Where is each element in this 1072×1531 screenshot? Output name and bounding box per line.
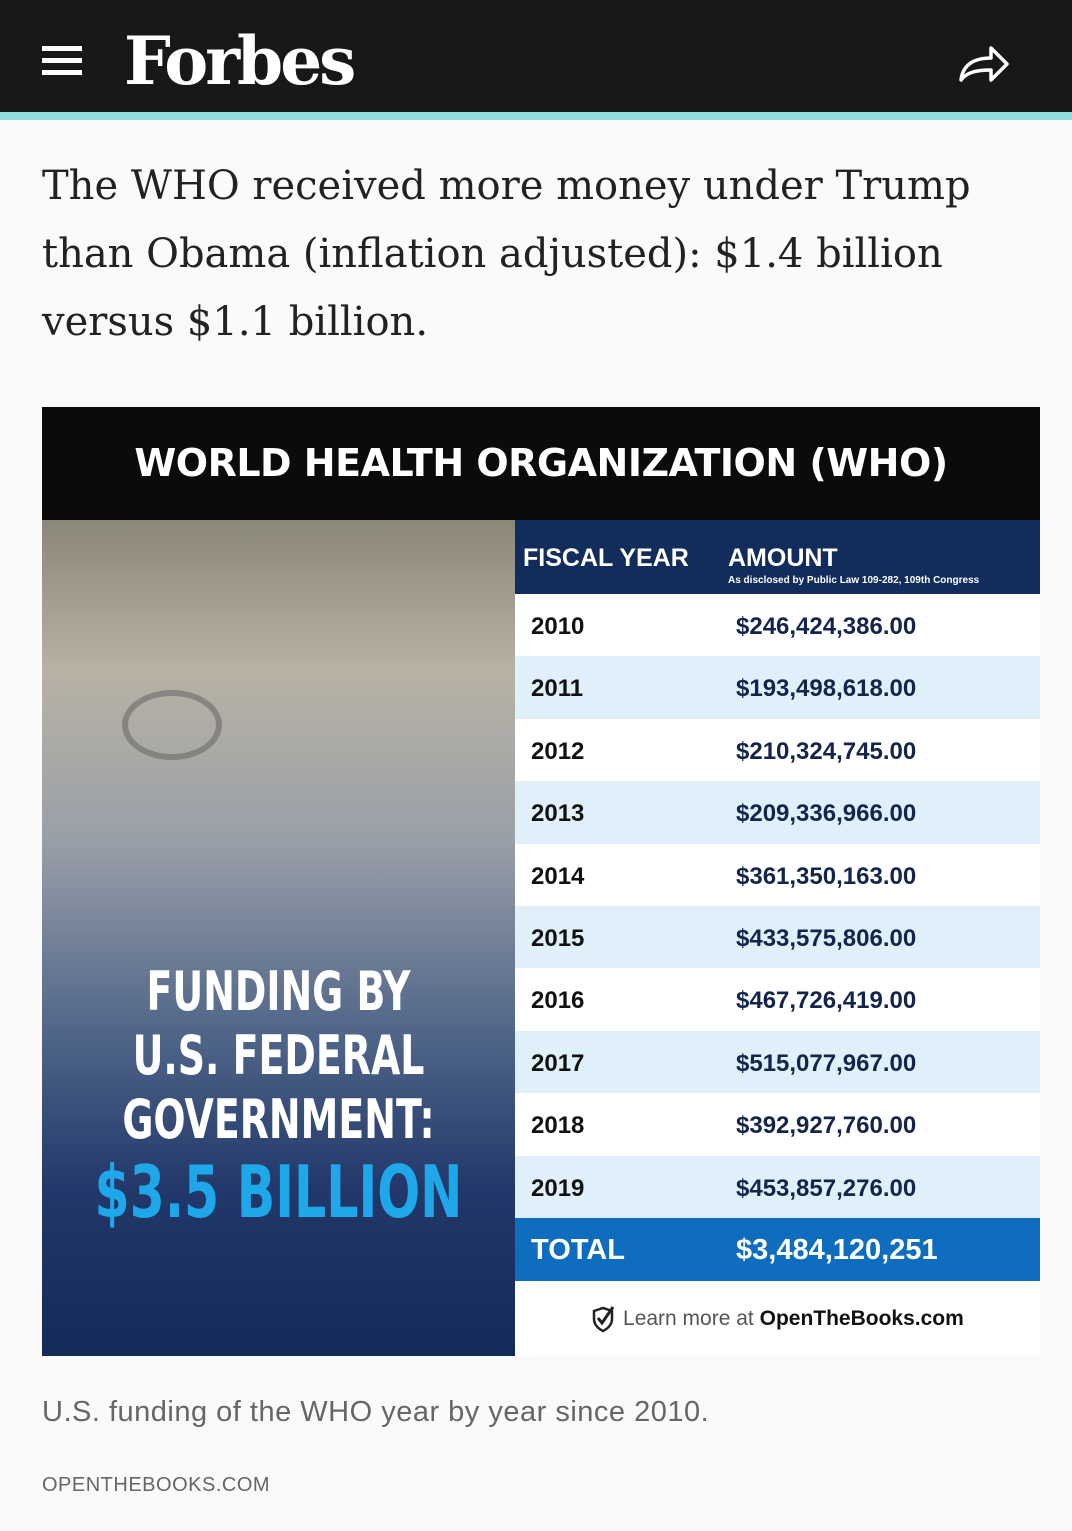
table-row: 2010 $246,424,386.00 [515, 594, 1040, 657]
portrait-eye-detail [122, 690, 222, 760]
funding-table: FISCAL YEAR AMOUNT As disclosed by Publi… [515, 520, 1040, 1356]
table-row: 2016 $467,726,419.00 [515, 968, 1040, 1031]
row-amount: $453,857,276.00 [736, 1174, 917, 1202]
amount-note: As disclosed by Public Law 109-282, 109t… [728, 575, 980, 586]
table-row: 2013 $209,336,966.00 [515, 781, 1040, 844]
table-row: 2019 $453,857,276.00 [515, 1155, 1040, 1218]
table-row: 2011 $193,498,618.00 [515, 656, 1040, 719]
funding-line: GOVERNMENT: [122, 1088, 435, 1151]
learn-more-prefix: Learn more at [623, 1306, 754, 1330]
total-value: $3,484,120,251 [736, 1233, 938, 1266]
learn-more-link[interactable]: Learn more at OpenTheBooks.com [515, 1281, 1040, 1356]
table-row: 2015 $433,575,806.00 [515, 905, 1040, 969]
row-year: 2018 [531, 1112, 585, 1140]
article-lead-text: The WHO received more money under Trump … [42, 163, 971, 345]
learn-more-site: OpenTheBooks.com [759, 1306, 964, 1330]
row-amount: $515,077,967.00 [736, 1049, 917, 1077]
row-year: 2014 [531, 862, 585, 890]
table-row: 2017 $515,077,967.00 [515, 1030, 1040, 1094]
row-year: 2015 [531, 924, 585, 952]
table-body: 2010 $246,424,386.00 2011 $193,498,618.00 20… [515, 594, 1040, 1218]
row-amount: $209,336,966.00 [736, 800, 917, 828]
banknote-portrait-image: FUNDING BY U.S. FEDERAL GOVERNMENT: $3.5… [42, 520, 515, 1356]
share-icon[interactable] [955, 40, 1011, 88]
total-label: TOTAL [531, 1233, 625, 1266]
row-year: 2017 [531, 1049, 585, 1077]
funding-line: FUNDING BY [146, 960, 411, 1023]
row-year: 2013 [531, 800, 585, 828]
column-header-year: FISCAL YEAR [523, 544, 689, 572]
funding-amount: $3.5 BILLION [94, 1150, 463, 1234]
column-header-amount: AMOUNT [728, 544, 838, 572]
forbes-logo[interactable]: Forbes [124, 22, 356, 100]
shield-check-icon [592, 1306, 615, 1333]
funding-summary: FUNDING BY U.S. FEDERAL GOVERNMENT: $3.5… [94, 960, 463, 1232]
row-amount: $433,575,806.00 [736, 924, 917, 952]
row-year: 2016 [531, 987, 585, 1015]
table-header: FISCAL YEAR AMOUNT As disclosed by Publi… [515, 520, 1040, 594]
row-amount: $210,324,745.00 [736, 737, 917, 765]
row-amount: $246,424,386.00 [736, 613, 917, 640]
row-amount: $361,350,163.00 [736, 862, 917, 890]
row-year: 2012 [531, 737, 585, 765]
row-amount: $467,726,419.00 [736, 987, 917, 1015]
row-year: 2011 [531, 675, 584, 703]
infographic-title: WORLD HEALTH ORGANIZATION (WHO) [42, 407, 1040, 520]
table-row: 2018 $392,927,760.00 [515, 1093, 1040, 1156]
total-row: TOTAL $3,484,120,251 [515, 1217, 1040, 1281]
hamburger-menu-icon[interactable] [42, 46, 82, 76]
image-caption: U.S. funding of the WHO year by year sin… [42, 1396, 710, 1428]
image-credit: OPENTHEBOOKS.COM [42, 1474, 271, 1496]
row-amount: $392,927,760.00 [736, 1112, 917, 1140]
row-year: 2010 [531, 613, 585, 640]
top-navigation-bar: Forbes [0, 0, 1072, 120]
row-year: 2019 [531, 1174, 585, 1202]
row-amount: $193,498,618.00 [736, 675, 917, 703]
table-row: 2014 $361,350,163.00 [515, 843, 1040, 906]
who-funding-infographic: WORLD HEALTH ORGANIZATION (WHO) FUNDING … [42, 407, 1040, 1356]
table-row: 2012 $210,324,745.00 [515, 718, 1040, 782]
funding-line: U.S. FEDERAL [132, 1024, 425, 1087]
